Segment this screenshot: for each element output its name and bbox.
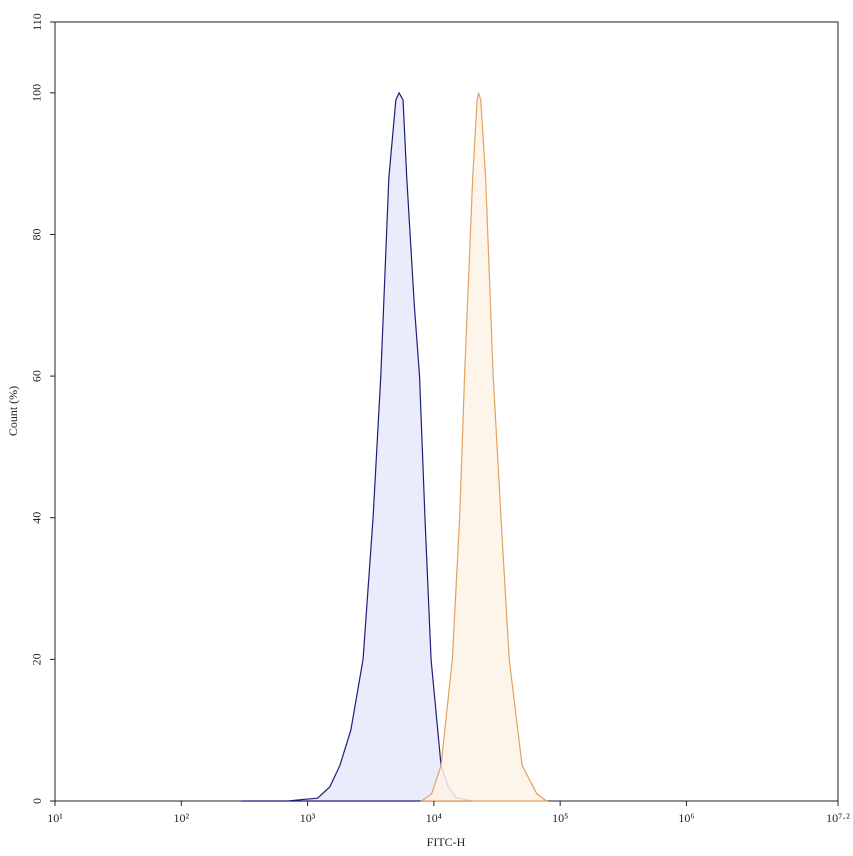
x-tick-label: 10² [173,811,189,825]
plot-frame [54,21,839,802]
histogram-area [241,91,473,802]
x-tick-label: 10⁵ [552,811,568,825]
y-tick-label: 60 [30,370,44,382]
x-tick-label: 10¹ [47,811,63,825]
y-tick-label: 20 [30,653,44,665]
x-tick-label: 10⁷·² [826,811,850,825]
x-tick-label: 10⁶ [678,811,694,825]
histogram-area [419,92,549,802]
x-tick-label: 10³ [300,811,316,825]
y-tick-label: 100 [30,84,44,102]
y-tick-label: 80 [30,228,44,240]
y-axis-label: Count (%) [6,386,20,436]
x-tick-label: 10⁴ [426,811,442,825]
y-tick-label: 0 [30,798,44,804]
y-tick-label: 40 [30,512,44,524]
x-axis-label: FITC-H [427,835,466,849]
y-tick-label: 110 [30,13,44,31]
